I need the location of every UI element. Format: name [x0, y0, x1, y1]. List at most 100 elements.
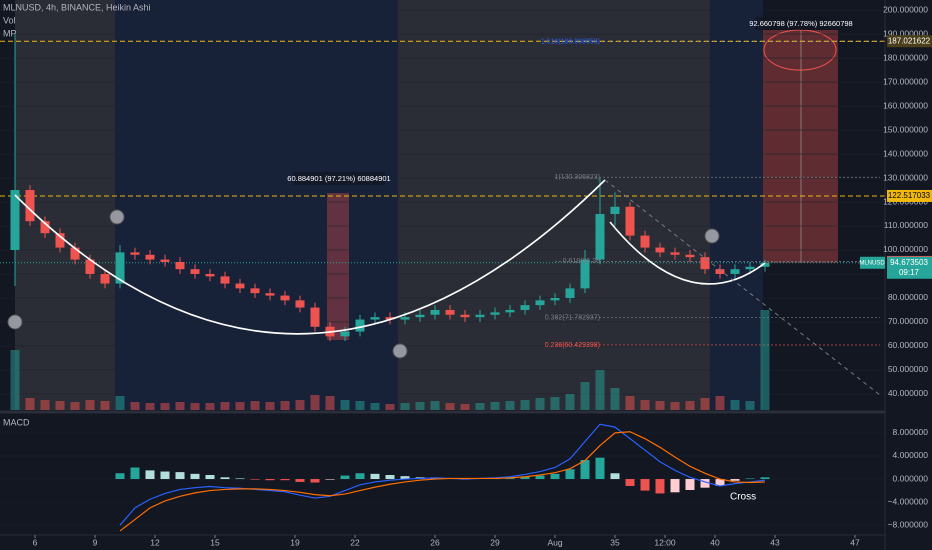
range-box — [327, 193, 349, 340]
volume-bar — [700, 398, 710, 410]
volume-bar — [235, 402, 245, 410]
y-tick-label: 40.000000 — [888, 388, 928, 398]
price-label-bg — [887, 35, 932, 48]
volume-bar — [490, 402, 500, 410]
macd-histogram — [685, 479, 695, 490]
plot — [0, 9, 885, 532]
candle-body — [760, 262, 770, 267]
candle-body — [85, 259, 95, 274]
y-tick-label: 150.000000 — [883, 124, 928, 134]
candle-body — [730, 269, 740, 274]
candle-body — [205, 273, 215, 277]
macd-histogram — [625, 479, 635, 486]
candle-body — [40, 221, 50, 234]
candle-body — [430, 309, 440, 315]
macd-title: MACD — [3, 417, 30, 427]
candle-body — [535, 300, 545, 306]
volume-bar — [580, 382, 590, 410]
volume-bar — [535, 398, 545, 410]
volume-bar — [160, 403, 170, 410]
macd-histogram — [205, 475, 215, 480]
label-bg — [293, 172, 385, 185]
candle-body — [115, 252, 125, 284]
range-label: 92.660798 (97.78%) 92660798 — [749, 19, 852, 28]
volume-bar — [310, 395, 320, 410]
macd-histogram — [595, 457, 605, 480]
volume-bar — [85, 400, 95, 410]
macd-histogram — [370, 473, 380, 480]
y-tick-label: 0.000000 — [893, 473, 929, 483]
volume-bar — [115, 396, 125, 410]
x-tick-label: Aug — [547, 537, 562, 547]
macd-histogram — [565, 469, 575, 480]
cross-label: Cross — [730, 492, 756, 503]
candle-body — [415, 314, 425, 318]
candle-body — [295, 300, 305, 308]
macd-histogram — [145, 470, 155, 480]
candle-body — [190, 269, 200, 274]
macd-line — [119, 431, 766, 532]
volume-bar — [190, 403, 200, 410]
volume-bar — [430, 401, 440, 410]
macd-histogram — [115, 473, 125, 480]
range-box — [763, 30, 838, 263]
y-tick-label: 80.000000 — [888, 292, 928, 302]
volume-bar — [565, 394, 575, 410]
volume-bar — [25, 398, 35, 410]
candle-body — [130, 252, 140, 255]
candle-body — [145, 254, 155, 260]
volume-bar — [400, 403, 410, 410]
candle-body — [490, 312, 500, 315]
candle-body — [70, 247, 80, 260]
indicator: Vol — [3, 15, 16, 25]
candle-body — [715, 269, 725, 274]
candle-body — [55, 233, 65, 248]
candle-body — [520, 305, 530, 310]
volume-bar — [745, 401, 755, 410]
volume-bar — [685, 401, 695, 410]
candle-body — [370, 317, 380, 320]
fib-label: 1.618(186.836059) — [541, 39, 600, 46]
volume-bar — [295, 400, 305, 410]
volume-bar — [385, 404, 395, 410]
macd-histogram — [400, 476, 410, 480]
x-tick-label: 35 — [610, 537, 620, 547]
bands — [15, 0, 838, 410]
volume-bar — [730, 400, 740, 410]
volume-bar — [475, 403, 485, 410]
candle-body — [670, 252, 680, 255]
y-tick-label: 190.000000 — [883, 28, 928, 38]
candle-body — [655, 247, 665, 253]
macd-histogram — [340, 475, 350, 480]
fib-label: 1(130.306823) — [554, 174, 600, 181]
y-tick-label: 180.000000 — [883, 52, 928, 62]
macd-histogram — [745, 478, 755, 480]
volume-bar — [130, 402, 140, 410]
volume-bar — [55, 401, 65, 410]
macd-histogram — [160, 471, 170, 480]
x-tick-label: 43 — [770, 537, 780, 547]
candle-body — [565, 288, 575, 298]
y-tick-label: 4.000000 — [893, 450, 929, 460]
x-tick-label: 47 — [850, 537, 860, 547]
volume-bar — [175, 402, 185, 410]
marker — [704, 228, 720, 244]
candle-body — [400, 317, 410, 320]
macd-histogram — [760, 477, 770, 480]
price-label-bg — [887, 189, 932, 202]
candle-body — [340, 331, 350, 337]
price-label: 122.517033 — [888, 191, 931, 200]
x-tick-label: 9 — [93, 537, 98, 547]
candle-body — [250, 288, 260, 294]
countdown: 09:17 — [899, 268, 920, 277]
label-bg — [755, 17, 847, 30]
macd-histogram — [655, 479, 665, 494]
y-tick-label: −4.000000 — [888, 496, 929, 506]
indicator: MP — [3, 28, 17, 38]
volume-bar — [445, 403, 455, 410]
y-tick-label: 70.000000 — [888, 316, 928, 326]
macd-histogram — [730, 479, 740, 481]
macd-histogram — [580, 460, 590, 480]
macd-histogram — [715, 479, 725, 486]
